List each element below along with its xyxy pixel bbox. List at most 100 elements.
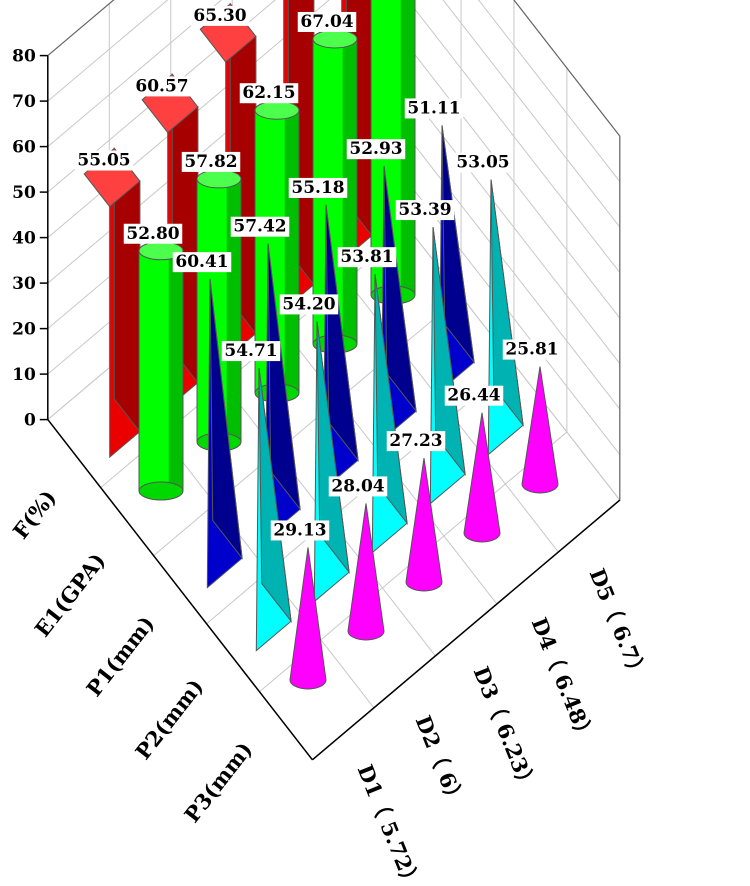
wall-grid-line	[407, 0, 621, 273]
category-label: D2（ 6）	[411, 712, 470, 811]
bar-cylinder-shade	[284, 110, 299, 393]
value-label: 26.44	[447, 386, 500, 406]
floor-grid-line	[153, 295, 462, 557]
bar-cylinder-top	[196, 169, 242, 189]
bar-cylinder-shade	[226, 178, 241, 442]
value-label: 55.05	[77, 151, 130, 171]
bar-cone-body	[347, 503, 385, 641]
value-label: 55.18	[291, 178, 344, 198]
value-label: 57.42	[233, 217, 286, 237]
value-label: 67.04	[300, 12, 353, 32]
z-tick-label: 60	[12, 138, 36, 158]
value-label: 60.41	[175, 252, 228, 272]
value-label-bg	[288, 177, 348, 198]
bar-pyramid-side	[432, 227, 466, 476]
bar-pyramid	[255, 368, 292, 652]
bar-pyramid-side	[209, 279, 243, 560]
z-tick-label: 0	[24, 411, 36, 431]
bar-cylinder-shade	[342, 38, 357, 345]
bar-cylinder	[138, 241, 184, 501]
value-label-bg	[270, 520, 330, 541]
bar-pyramid-side	[374, 274, 408, 525]
bar-pyramid	[487, 179, 524, 456]
value-label-bg	[190, 5, 250, 26]
value-label-bg	[74, 150, 134, 171]
value-label: 27.23	[389, 431, 442, 451]
value-label-bg	[386, 431, 446, 452]
category-label: D5（ 6.7）	[585, 565, 653, 684]
value-label: 52.93	[349, 139, 402, 159]
bar-pyramid-side	[383, 166, 417, 413]
z-tick-label: 30	[12, 274, 36, 294]
value-label: 54.71	[224, 341, 277, 361]
bar-cone	[289, 547, 327, 690]
value-label: 29.13	[273, 520, 326, 540]
bar-cylinder-base	[138, 481, 184, 501]
value-label-bg	[172, 252, 232, 273]
bar-cone-body	[405, 458, 443, 592]
value-label: 65.30	[193, 6, 246, 26]
series-axis-line	[47, 419, 313, 761]
value-label-bg	[181, 151, 241, 172]
value-label: 51.11	[407, 98, 460, 118]
bar-pyramid-side	[258, 368, 292, 623]
value-label-bg	[328, 476, 388, 497]
bar-cone	[463, 412, 501, 543]
bar-box	[83, 146, 141, 459]
value-label-bg	[230, 216, 290, 237]
z-tick-label: 20	[12, 320, 36, 340]
series-label: E1(GPA)	[29, 548, 110, 641]
bar-cone-body	[463, 412, 501, 543]
bar-pyramid	[380, 166, 417, 442]
value-label-bg	[132, 76, 192, 97]
bar-cone	[347, 503, 385, 641]
z-tick-label: 10	[12, 365, 36, 385]
wall-grid-line	[477, 0, 621, 182]
category-axis-line	[311, 499, 621, 761]
bar-pyramid-side	[490, 179, 524, 427]
value-label: 53.81	[340, 247, 393, 267]
bar-pyramid-side	[441, 125, 475, 364]
value-label-bg	[502, 339, 562, 360]
wall-grid-line	[47, 0, 169, 102]
bar-cylinder-shade	[168, 250, 183, 491]
value-label: 57.82	[184, 152, 237, 172]
value-label-bg	[404, 98, 464, 119]
bar-cone-body	[521, 366, 559, 494]
value-label-bg	[337, 247, 397, 268]
series-label: P1(mm)	[81, 611, 159, 701]
bar-cylinder-shade	[400, 0, 415, 296]
value-label-bg	[279, 294, 339, 315]
value-label-bg	[297, 11, 357, 32]
value-label: 53.39	[398, 200, 451, 220]
value-label-bg	[453, 152, 513, 173]
value-label: 53.05	[456, 153, 509, 173]
value-label-bg	[395, 200, 455, 221]
bar-pyramid	[322, 204, 359, 491]
bars-layer	[83, 0, 559, 690]
value-label: 28.04	[331, 476, 384, 496]
category-label: D4（ 6.48）	[527, 614, 600, 747]
bar-cone	[521, 366, 559, 494]
z-tick-label: 50	[12, 183, 36, 203]
value-label: 25.81	[505, 340, 558, 360]
value-label-bg	[346, 139, 406, 160]
value-label-bg	[239, 83, 299, 104]
bar-cone-body	[289, 547, 327, 690]
value-label-bg	[123, 223, 183, 244]
value-label-bg	[444, 385, 504, 406]
bar-cylinder-top	[312, 29, 358, 49]
value-label: 52.80	[126, 224, 179, 244]
series-label: F(%)	[8, 485, 61, 544]
value-label: 60.57	[135, 76, 188, 96]
series-label: P2(mm)	[130, 674, 208, 764]
bar-pyramid	[206, 279, 243, 589]
bar-cone	[405, 458, 443, 592]
value-label: 62.15	[242, 83, 295, 103]
bar-cylinder-top	[254, 100, 300, 120]
z-tick-label: 40	[12, 229, 36, 249]
value-label-bg	[221, 341, 281, 362]
z-tick-label: 70	[12, 92, 36, 112]
value-label: 54.20	[282, 294, 335, 314]
